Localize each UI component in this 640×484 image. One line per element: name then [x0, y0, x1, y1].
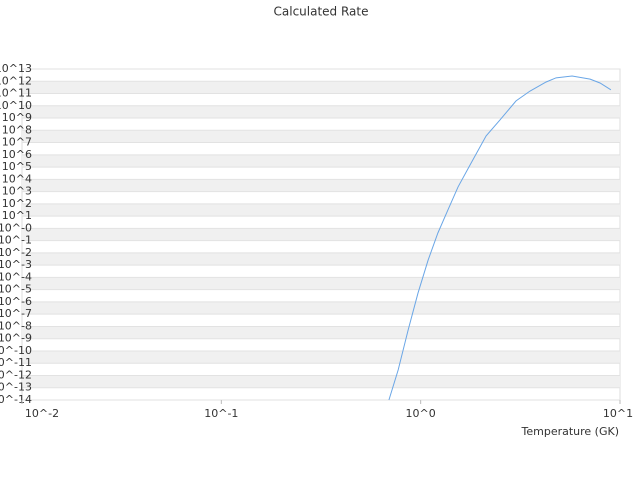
y-tick-label: 10^8 [2, 123, 32, 136]
grid-band [22, 130, 620, 143]
grid-band [22, 105, 620, 119]
grid-band [22, 375, 620, 388]
y-tick-label: 10^2 [2, 197, 32, 210]
y-tick-label: 10^-8 [0, 319, 32, 332]
y-tick-label: 10^7 [2, 136, 32, 149]
grid-band [22, 326, 620, 339]
y-tick-label: 10^-11 [0, 356, 32, 369]
y-tick-label: 10^-1 [0, 234, 32, 247]
grid-band [22, 154, 620, 168]
series-line [388, 75, 612, 401]
y-tick-label: 10^-13 [0, 381, 32, 394]
y-tick-label: 10^-7 [0, 307, 32, 320]
y-tick-label: 10^-2 [0, 246, 32, 259]
y-tick-label: 10^6 [2, 148, 32, 161]
grid-band [22, 252, 620, 266]
y-tick-label: 10^-4 [0, 270, 32, 283]
y-tick-label: 10^5 [2, 160, 32, 173]
x-tick-label: 10^0 [406, 407, 436, 420]
x-tick-label: 10^-2 [25, 407, 59, 420]
x-tick-label: 10^1 [603, 407, 633, 420]
y-tick-label: 10^-0 [0, 221, 32, 234]
y-tick-label: 10^-12 [0, 368, 32, 381]
y-tick-label: 10^-5 [0, 283, 32, 296]
y-tick-label: 10^1 [2, 209, 32, 222]
y-tick-label: 10^4 [2, 172, 32, 185]
y-tick-label: 10^-14 [0, 393, 32, 406]
chart-title: Calculated Rate [274, 5, 369, 19]
y-tick-label: 10^11 [0, 87, 32, 100]
y-tick-label: 10^-3 [0, 258, 32, 271]
grid-band [22, 350, 620, 364]
y-tick-label: 10^-10 [0, 344, 32, 357]
grid-band [22, 301, 620, 315]
grid-band [22, 277, 620, 290]
y-tick-label: 10^3 [2, 185, 32, 198]
y-tick-label: 10^-6 [0, 295, 32, 308]
grid-band [22, 228, 620, 241]
y-tick-label: 10^13 [0, 62, 32, 75]
y-tick-label: 10^10 [0, 99, 32, 112]
grid-band [22, 81, 620, 94]
y-tick-label: 10^12 [0, 74, 32, 87]
y-tick-label: 10^-9 [0, 332, 32, 345]
y-tick-label: 10^9 [2, 111, 32, 124]
x-tick-label: 10^-1 [204, 407, 238, 420]
grid-band [22, 203, 620, 217]
x-axis-label: Temperature (GK) [521, 425, 620, 438]
grid-band [22, 179, 620, 192]
